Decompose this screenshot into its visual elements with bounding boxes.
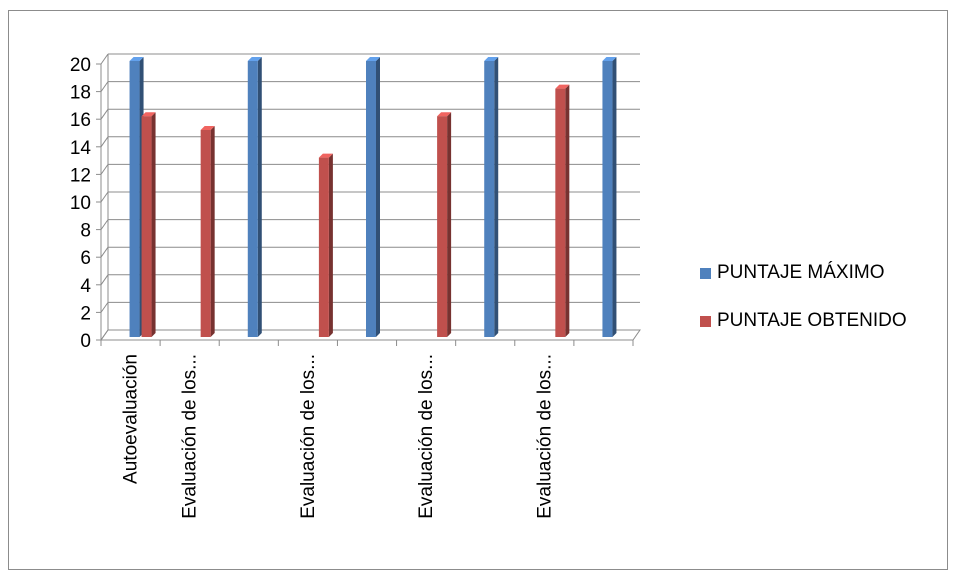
bar: [200, 130, 211, 337]
bar-side: [328, 153, 333, 337]
bar-top: [318, 153, 333, 158]
chart-frame: [8, 10, 948, 570]
gridline-side: [100, 246, 109, 258]
bar-top: [602, 57, 617, 61]
y-tick-label: 0: [80, 331, 91, 352]
bar: [484, 61, 495, 337]
bar-top: [200, 126, 215, 130]
legend-swatch-obtenido: [700, 315, 711, 327]
bar-side: [376, 57, 380, 337]
bar-top: [437, 112, 452, 117]
x-tick-label: Evaluación de los...: [534, 354, 555, 519]
y-tick-label: 4: [80, 276, 91, 297]
bar: [141, 116, 152, 337]
bar-top: [247, 57, 262, 61]
gridline-side: [100, 191, 109, 203]
legend-label-obtenido: PUNTAJE OBTENIDO: [717, 310, 907, 331]
bar: [366, 61, 376, 337]
bar-side: [210, 126, 215, 337]
y-tick-label: 8: [80, 221, 91, 242]
y-tick-label: 20: [70, 55, 91, 76]
bar: [318, 157, 329, 337]
bar-top: [555, 84, 570, 89]
y-tick-label: 14: [70, 138, 92, 159]
gridline-side: [100, 274, 109, 286]
gridline-side: [100, 219, 109, 230]
bar-top: [129, 57, 144, 61]
bar-side: [257, 57, 262, 337]
legend-swatch-maximo: [700, 267, 711, 279]
x-tick-label: Evaluación de los...: [180, 354, 201, 519]
x-tick-label: Evaluación de los...: [298, 354, 319, 519]
gridline-side: [100, 108, 109, 120]
legend-item-maximo: PUNTAJE MÁXIMO: [700, 262, 907, 284]
bar-side: [447, 112, 452, 337]
gridline-side: [100, 81, 109, 92]
bar-side: [565, 84, 570, 337]
bar-side: [494, 57, 499, 337]
bar: [602, 61, 613, 337]
y-tick-label: 2: [80, 303, 91, 324]
legend-label-maximo: PUNTAJE MÁXIMO: [717, 262, 885, 283]
bar: [129, 61, 140, 337]
bar-side: [612, 57, 617, 337]
bar: [555, 88, 566, 337]
bar-side: [151, 112, 156, 337]
y-tick-label: 16: [70, 110, 91, 131]
y-tick-label: 18: [70, 83, 91, 104]
x-tick-label: Autoevaluación: [121, 354, 142, 484]
gridline-side: [100, 136, 109, 148]
bar-top: [366, 57, 380, 61]
bar: [437, 116, 448, 337]
gridline-side: [100, 302, 109, 313]
bar: [247, 61, 258, 337]
gridline-side: [100, 53, 109, 65]
legend: PUNTAJE MÁXIMO PUNTAJE OBTENIDO: [700, 262, 907, 358]
x-tick-label: Evaluación de los...: [416, 354, 437, 519]
bar-top: [141, 112, 156, 117]
y-tick-label: 6: [80, 248, 91, 269]
legend-item-obtenido: PUNTAJE OBTENIDO: [700, 310, 907, 332]
gridline-side: [100, 164, 109, 175]
bar-top: [484, 57, 499, 61]
y-tick-label: 10: [70, 193, 91, 214]
y-tick-label: 12: [70, 165, 91, 186]
